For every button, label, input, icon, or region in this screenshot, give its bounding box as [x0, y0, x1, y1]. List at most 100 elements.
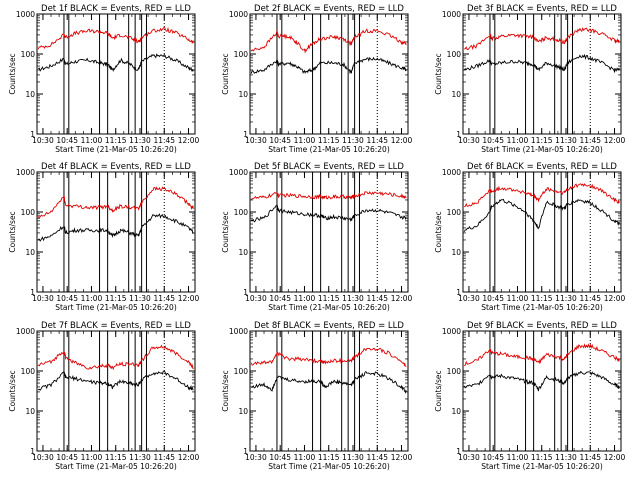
x-tick-label: 10:30	[245, 453, 267, 462]
x-tick-label: 11:30	[129, 453, 151, 462]
lld-series-line	[37, 26, 194, 50]
y-tick-label: 1000	[16, 327, 35, 336]
chart-title: Det 6f BLACK = Events, RED = LLD	[467, 162, 617, 172]
y-tick-label: 1	[243, 130, 248, 139]
x-tick-label: 11:30	[129, 136, 151, 145]
x-tick-label: 11:15	[531, 136, 553, 145]
y-tick-label: 100	[447, 208, 462, 217]
events-series-line	[37, 53, 194, 72]
x-tick-label: 12:00	[178, 453, 200, 462]
y-tick-label: 1	[30, 288, 35, 297]
chart-title: Det 8f BLACK = Events, RED = LLD	[254, 321, 404, 331]
x-tick-label: 10:45	[269, 136, 291, 145]
y-tick-label: 1000	[442, 168, 461, 177]
x-tick-label: 10:30	[32, 453, 54, 462]
x-tick-label: 11:45	[366, 136, 388, 145]
y-tick-label: 10	[25, 407, 35, 416]
y-axis-label: Counts/sec	[221, 53, 230, 94]
events-series-line	[250, 56, 407, 75]
lld-series-line	[250, 347, 407, 367]
y-tick-label: 100	[447, 50, 462, 59]
x-tick-label: 12:00	[604, 453, 626, 462]
x-tick-label: 10:45	[482, 453, 504, 462]
x-tick-label: 10:30	[458, 294, 480, 303]
chart-title: Det 9f BLACK = Events, RED = LLD	[467, 321, 617, 331]
chart-panel: Det 6f BLACK = Events, RED = LLD 1 10 100 10…	[434, 162, 626, 312]
y-tick-label: 1	[243, 447, 248, 456]
y-tick-label: 1000	[229, 327, 248, 336]
x-tick-label: 12:00	[391, 136, 413, 145]
y-tick-label: 1000	[16, 10, 35, 19]
x-tick-label: 11:45	[153, 136, 175, 145]
lld-series-line	[463, 343, 620, 367]
plot-frame	[36, 13, 196, 135]
y-tick-label: 1000	[442, 327, 461, 336]
y-tick-label: 1000	[229, 168, 248, 177]
x-tick-label: 12:00	[391, 453, 413, 462]
x-axis-label: Start Time (21-Mar-05 10:26:20)	[55, 145, 177, 154]
y-axis-label: Counts/sec	[221, 370, 230, 411]
x-axis-label: Start Time (21-Mar-05 10:26:20)	[268, 145, 390, 154]
x-tick-label: 11:45	[153, 294, 175, 303]
chart-title: Det 5f BLACK = Events, RED = LLD	[254, 162, 404, 172]
chart-panel: Det 3f BLACK = Events, RED = LLD 1 10 100 10…	[434, 4, 626, 154]
x-tick-label: 11:00	[294, 136, 316, 145]
plot-frame	[249, 13, 409, 135]
y-axis-label: Counts/sec	[434, 370, 443, 411]
lld-series-line	[464, 183, 620, 208]
chart-title: Det 7f BLACK = Events, RED = LLD	[41, 321, 191, 331]
x-tick-label: 11:00	[507, 136, 529, 145]
chart-panel: Det 4f BLACK = Events, RED = LLD 1 10 100 10…	[8, 162, 200, 312]
x-tick-label: 11:30	[342, 453, 364, 462]
x-tick-label: 10:30	[32, 294, 54, 303]
x-tick-label: 11:15	[105, 294, 127, 303]
x-tick-label: 10:30	[245, 136, 267, 145]
x-tick-label: 11:15	[105, 136, 127, 145]
y-tick-label: 100	[21, 50, 36, 59]
y-tick-label: 1	[243, 288, 248, 297]
chart-title: Det 3f BLACK = Events, RED = LLD	[467, 4, 617, 14]
chart-title: Det 4f BLACK = Events, RED = LLD	[41, 162, 191, 172]
x-tick-label: 11:45	[579, 294, 601, 303]
events-series-line	[37, 370, 194, 391]
x-tick-label: 11:15	[318, 453, 340, 462]
y-tick-label: 100	[447, 367, 462, 376]
y-axis-label: Counts/sec	[8, 211, 17, 252]
x-tick-label: 10:45	[56, 136, 78, 145]
lld-series-line	[464, 27, 620, 51]
chart-panel: Det 5f BLACK = Events, RED = LLD 1 10 100 10…	[221, 162, 413, 312]
x-tick-label: 10:45	[482, 294, 504, 303]
x-tick-label: 11:00	[507, 453, 529, 462]
x-tick-label: 11:15	[318, 136, 340, 145]
x-tick-label: 11:30	[342, 294, 364, 303]
chart-panel: Det 8f BLACK = Events, RED = LLD 1 10 100 10…	[221, 321, 413, 471]
y-tick-label: 10	[238, 407, 248, 416]
x-axis-label: Start Time (21-Mar-05 10:26:20)	[481, 303, 603, 312]
chart-panel: Det 2f BLACK = Events, RED = LLD 1 10 100 10…	[221, 4, 413, 154]
y-tick-label: 1	[30, 130, 35, 139]
y-tick-label: 10	[238, 90, 248, 99]
x-tick-label: 10:45	[56, 294, 78, 303]
x-tick-label: 11:15	[531, 453, 553, 462]
x-tick-label: 11:45	[366, 294, 388, 303]
x-axis-label: Start Time (21-Mar-05 10:26:20)	[268, 303, 390, 312]
chart-panel: Det 7f BLACK = Events, RED = LLD 1 10 100 10…	[8, 321, 200, 471]
plot-frame	[249, 171, 409, 293]
x-tick-label: 12:00	[604, 294, 626, 303]
x-tick-label: 11:30	[555, 294, 577, 303]
chart-panel: Det 1f BLACK = Events, RED = LLD 1 10 100 10…	[8, 4, 200, 154]
chart-panel: Det 9f BLACK = Events, RED = LLD 1 10 100 10…	[434, 321, 626, 471]
x-tick-label: 10:30	[458, 136, 480, 145]
events-series-line	[463, 198, 620, 233]
chart-title: Det 2f BLACK = Events, RED = LLD	[254, 4, 404, 14]
x-tick-label: 11:45	[366, 453, 388, 462]
y-axis-label: Counts/sec	[8, 370, 17, 411]
x-tick-label: 11:00	[294, 453, 316, 462]
events-series-line	[463, 53, 620, 74]
y-tick-label: 10	[451, 90, 461, 99]
y-axis-label: Counts/sec	[8, 53, 17, 94]
x-axis-label: Start Time (21-Mar-05 10:26:20)	[268, 462, 390, 471]
x-tick-label: 11:00	[81, 136, 103, 145]
x-tick-label: 11:45	[579, 136, 601, 145]
